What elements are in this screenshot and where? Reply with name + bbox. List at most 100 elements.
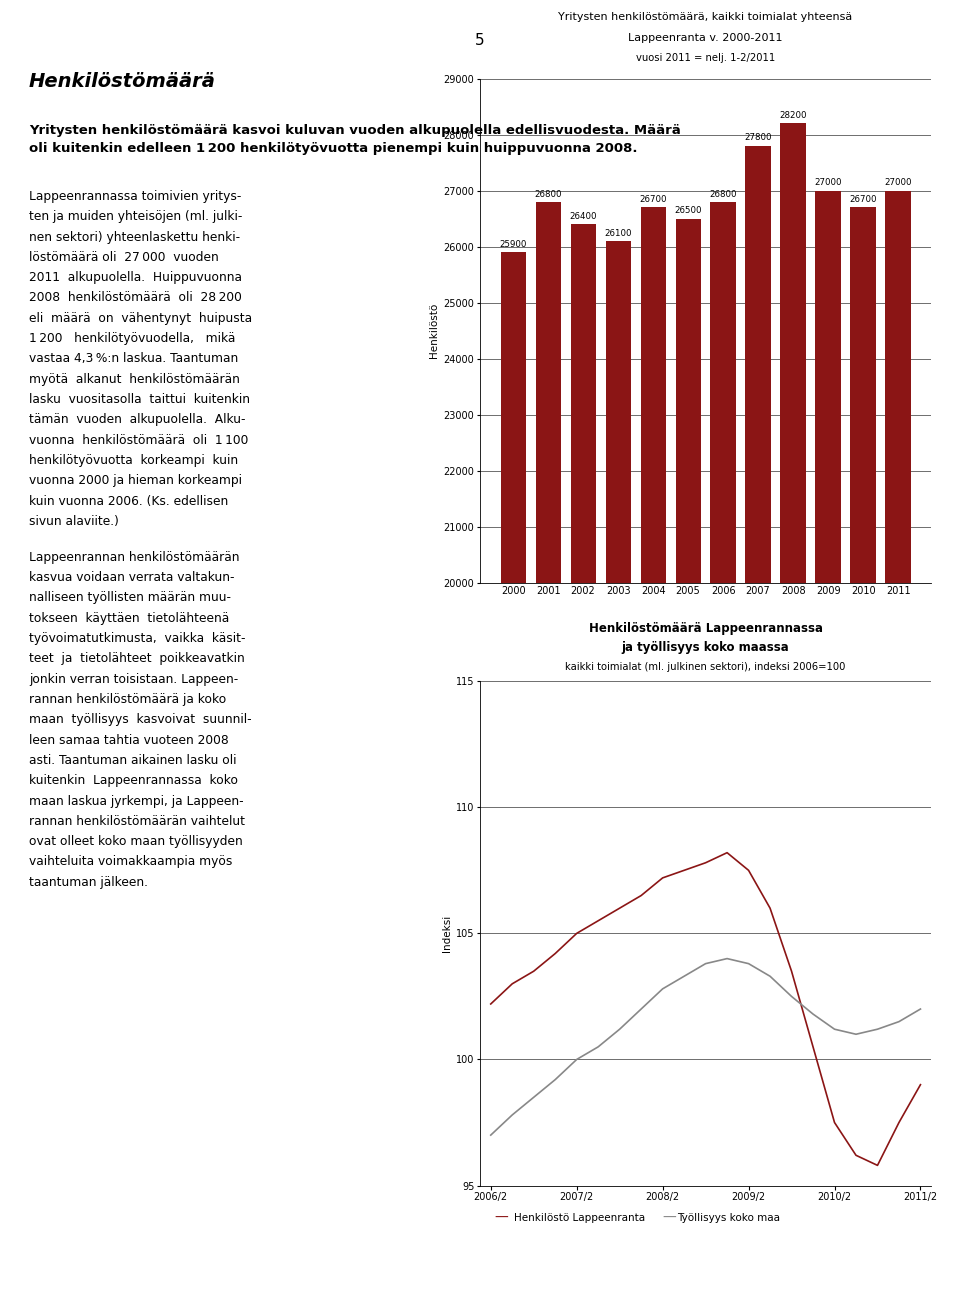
Henkilöstö Lappeenranta	[786, 963, 798, 979]
Henkilöstö Lappeenranta	[679, 862, 690, 878]
Henkilöstö Lappeenranta	[764, 900, 776, 916]
Työllisyys koko maa	[743, 956, 755, 972]
Henkilöstö Lappeenranta	[721, 845, 732, 861]
Henkilöstö Lappeenranta	[549, 946, 561, 962]
Text: 26100: 26100	[605, 229, 632, 237]
Text: 28200: 28200	[780, 111, 806, 121]
Text: 1 200   henkilötyövuodella,   mikä: 1 200 henkilötyövuodella, mikä	[29, 331, 235, 345]
Henkilöstö Lappeenranta	[636, 888, 647, 904]
Työllisyys koko maa	[636, 1001, 647, 1017]
Text: kuitenkin  Lappeenrannassa  koko: kuitenkin Lappeenrannassa koko	[29, 774, 238, 787]
Text: Yritysten henkilöstömäärä kasvoi kuluvan vuoden alkupuolella edellisvuodesta. Mä: Yritysten henkilöstömäärä kasvoi kuluvan…	[29, 124, 681, 156]
Text: jonkin verran toisistaan. Lappeen-: jonkin verran toisistaan. Lappeen-	[29, 672, 238, 685]
Text: 27000: 27000	[884, 178, 912, 187]
Text: ja työllisyys koko maassa: ja työllisyys koko maassa	[622, 641, 789, 654]
Työllisyys koko maa	[915, 1001, 926, 1017]
Text: Lappeenrannassa toimivien yritys-: Lappeenrannassa toimivien yritys-	[29, 190, 241, 203]
Text: ovat olleet koko maan työllisyyden: ovat olleet koko maan työllisyyden	[29, 834, 243, 848]
Text: Henkilöstömäärä Lappeenrannassa: Henkilöstömäärä Lappeenrannassa	[588, 622, 823, 635]
Text: Henkilöstömäärä: Henkilöstömäärä	[29, 72, 216, 92]
Text: 2008  henkilöstömäärä  oli  28 200: 2008 henkilöstömäärä oli 28 200	[29, 291, 242, 304]
Text: 2011  alkupuolella.  Huippuvuonna: 2011 alkupuolella. Huippuvuonna	[29, 271, 242, 284]
Työllisyys koko maa	[485, 1127, 496, 1142]
Bar	[885, 191, 911, 1310]
Henkilöstö Lappeenranta	[700, 855, 711, 871]
Bar	[780, 123, 805, 1310]
Y-axis label: Henkilöstö: Henkilöstö	[429, 303, 440, 359]
Bar	[676, 219, 701, 1310]
Text: —: —	[662, 1212, 676, 1225]
Bar	[746, 145, 771, 1310]
Työllisyys koko maa	[592, 1039, 604, 1055]
Henkilöstö Lappeenranta	[828, 1115, 840, 1131]
Text: Työllisyys koko maa: Työllisyys koko maa	[677, 1213, 780, 1224]
Henkilöstö Lappeenranta	[915, 1077, 926, 1093]
Text: eli  määrä  on  vähentynyt  huipusta: eli määrä on vähentynyt huipusta	[29, 312, 252, 325]
Text: 26800: 26800	[535, 190, 562, 199]
Text: vuosi 2011 = nelj. 1-2/2011: vuosi 2011 = nelj. 1-2/2011	[636, 52, 776, 63]
Henkilöstö Lappeenranta	[851, 1148, 862, 1163]
Työllisyys koko maa	[700, 956, 711, 972]
Text: maan laskua jyrkempi, ja Lappeen-: maan laskua jyrkempi, ja Lappeen-	[29, 794, 244, 807]
Text: maan  työllisyys  kasvoivat  suunnil-: maan työllisyys kasvoivat suunnil-	[29, 713, 252, 726]
Henkilöstö Lappeenranta	[743, 862, 755, 878]
Henkilöstö Lappeenranta	[657, 870, 668, 886]
Line: Työllisyys koko maa: Työllisyys koko maa	[491, 959, 921, 1134]
Työllisyys koko maa	[571, 1052, 583, 1068]
Työllisyys koko maa	[786, 989, 798, 1005]
Text: vuonna  henkilöstömäärä  oli  1 100: vuonna henkilöstömäärä oli 1 100	[29, 434, 249, 447]
Text: tokseen  käyttäen  tietolähteenä: tokseen käyttäen tietolähteenä	[29, 612, 229, 625]
Text: Lappeenrannan henkilöstömäärän: Lappeenrannan henkilöstömäärän	[29, 550, 239, 563]
Henkilöstö Lappeenranta	[807, 1039, 819, 1055]
Bar	[815, 191, 841, 1310]
Työllisyys koko maa	[549, 1072, 561, 1087]
Text: tämän  vuoden  alkupuolella.  Alku-: tämän vuoden alkupuolella. Alku-	[29, 413, 246, 426]
Bar	[536, 202, 561, 1310]
Text: kuin vuonna 2006. (Ks. edellisen: kuin vuonna 2006. (Ks. edellisen	[29, 494, 228, 507]
Henkilöstö Lappeenranta	[507, 976, 518, 992]
Text: nen sektori) yhteenlaskettu henki-: nen sektori) yhteenlaskettu henki-	[29, 231, 240, 244]
Text: 26800: 26800	[709, 190, 737, 199]
Text: teet  ja  tietolähteet  poikkeavatkin: teet ja tietolähteet poikkeavatkin	[29, 652, 245, 665]
Työllisyys koko maa	[507, 1107, 518, 1123]
Text: 26700: 26700	[639, 195, 667, 204]
Työllisyys koko maa	[828, 1022, 840, 1038]
Henkilöstö Lappeenranta	[872, 1158, 883, 1174]
Text: myötä  alkanut  henkilöstömäärän: myötä alkanut henkilöstömäärän	[29, 372, 240, 385]
Työllisyys koko maa	[851, 1026, 862, 1041]
Text: kasvua voidaan verrata valtakun-: kasvua voidaan verrata valtakun-	[29, 571, 234, 584]
Text: ten ja muiden yhteisöjen (ml. julki-: ten ja muiden yhteisöjen (ml. julki-	[29, 210, 242, 223]
Henkilöstö Lappeenranta	[893, 1115, 904, 1131]
Text: kaikki toimialat (ml. julkinen sektori), indeksi 2006=100: kaikki toimialat (ml. julkinen sektori),…	[565, 662, 846, 672]
Text: 26700: 26700	[850, 195, 876, 204]
Text: leen samaa tahtia vuoteen 2008: leen samaa tahtia vuoteen 2008	[29, 734, 228, 747]
Henkilöstö Lappeenranta	[571, 925, 583, 941]
Työllisyys koko maa	[679, 968, 690, 984]
Henkilöstö Lappeenranta	[613, 900, 625, 916]
Text: lasku  vuositasolla  taittui  kuitenkin: lasku vuositasolla taittui kuitenkin	[29, 393, 250, 406]
Työllisyys koko maa	[613, 1022, 625, 1038]
Bar	[710, 202, 735, 1310]
Henkilöstö Lappeenranta	[485, 996, 496, 1011]
Text: rannan henkilöstömäärä ja koko: rannan henkilöstömäärä ja koko	[29, 693, 226, 706]
Työllisyys koko maa	[657, 981, 668, 997]
Text: 27800: 27800	[744, 134, 772, 143]
Text: työvoimatutkimusta,  vaikka  käsit-: työvoimatutkimusta, vaikka käsit-	[29, 631, 246, 645]
Työllisyys koko maa	[893, 1014, 904, 1030]
Text: 27000: 27000	[814, 178, 842, 187]
Text: asti. Taantuman aikainen lasku oli: asti. Taantuman aikainen lasku oli	[29, 753, 236, 766]
Text: 5: 5	[475, 33, 485, 47]
Työllisyys koko maa	[764, 968, 776, 984]
Text: vastaa 4,3 %:n laskua. Taantuman: vastaa 4,3 %:n laskua. Taantuman	[29, 352, 238, 365]
Text: sivun alaviite.): sivun alaviite.)	[29, 515, 119, 528]
Työllisyys koko maa	[807, 1006, 819, 1022]
Henkilöstö Lappeenranta	[592, 913, 604, 929]
Text: 26400: 26400	[569, 212, 597, 221]
Text: Lappeenranta v. 2000-2011: Lappeenranta v. 2000-2011	[629, 33, 782, 43]
Bar	[640, 207, 665, 1310]
Työllisyys koko maa	[872, 1022, 883, 1038]
Text: Yritysten henkilöstömäärä, kaikki toimialat yhteensä: Yritysten henkilöstömäärä, kaikki toimia…	[559, 12, 852, 22]
Text: Henkilöstö Lappeenranta: Henkilöstö Lappeenranta	[514, 1213, 645, 1224]
Bar	[500, 253, 526, 1310]
Y-axis label: Indeksi: Indeksi	[442, 914, 452, 952]
